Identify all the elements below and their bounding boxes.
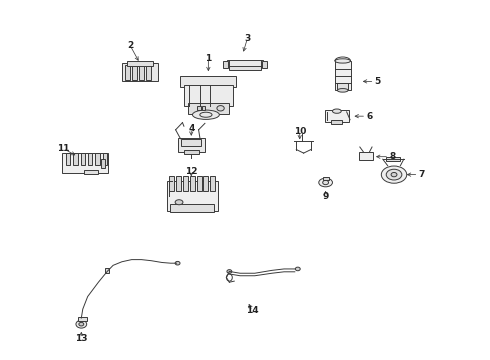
Text: 4: 4 <box>188 123 195 132</box>
Bar <box>323 177 329 180</box>
Bar <box>170 204 214 212</box>
Bar <box>88 153 92 165</box>
Text: 11: 11 <box>57 144 70 153</box>
Bar <box>227 59 263 67</box>
Bar <box>95 153 99 165</box>
Ellipse shape <box>193 110 220 120</box>
Text: 1: 1 <box>205 54 212 63</box>
Bar <box>331 120 342 124</box>
Ellipse shape <box>391 172 397 177</box>
Bar <box>386 157 400 161</box>
Text: 2: 2 <box>127 41 133 50</box>
Bar <box>80 153 85 165</box>
Bar <box>101 159 105 168</box>
Text: 8: 8 <box>389 152 395 161</box>
Bar <box>78 318 87 321</box>
Bar <box>132 65 137 80</box>
Text: 13: 13 <box>75 334 88 343</box>
Text: 6: 6 <box>366 112 372 121</box>
Bar <box>139 65 144 80</box>
Text: 5: 5 <box>374 77 381 86</box>
Ellipse shape <box>76 320 87 328</box>
Ellipse shape <box>319 178 332 187</box>
Bar <box>190 176 195 191</box>
Bar <box>176 176 181 191</box>
Bar <box>169 176 174 191</box>
Bar <box>167 181 218 211</box>
Bar <box>196 176 201 191</box>
Ellipse shape <box>295 267 300 271</box>
Bar <box>73 153 77 165</box>
Bar <box>66 153 71 165</box>
Ellipse shape <box>337 89 348 92</box>
Bar <box>122 63 158 81</box>
Ellipse shape <box>175 200 183 205</box>
Bar <box>178 138 205 152</box>
Ellipse shape <box>227 270 232 273</box>
Text: 3: 3 <box>245 34 250 43</box>
Ellipse shape <box>386 169 402 180</box>
Bar <box>325 111 348 122</box>
Bar <box>222 61 228 68</box>
Ellipse shape <box>335 59 350 63</box>
Bar <box>201 106 205 111</box>
Ellipse shape <box>381 166 407 183</box>
Bar <box>335 61 350 90</box>
Bar <box>210 176 215 191</box>
Bar <box>196 106 200 111</box>
Bar <box>84 170 98 174</box>
Bar <box>105 268 109 273</box>
Bar <box>125 65 130 80</box>
Bar <box>181 139 201 146</box>
Ellipse shape <box>175 261 180 265</box>
Bar <box>337 83 348 90</box>
Bar <box>62 153 108 173</box>
Bar <box>184 150 198 154</box>
Ellipse shape <box>79 322 84 326</box>
Text: 9: 9 <box>322 192 329 201</box>
Bar <box>184 85 233 107</box>
Bar <box>188 103 229 114</box>
Bar <box>102 153 107 165</box>
Ellipse shape <box>323 180 329 185</box>
Bar <box>146 65 151 80</box>
Bar <box>126 60 153 66</box>
Bar <box>229 66 261 69</box>
Text: 7: 7 <box>418 170 425 179</box>
Text: 12: 12 <box>185 167 197 176</box>
Text: 10: 10 <box>294 127 306 136</box>
Bar <box>359 152 373 159</box>
Bar <box>203 176 208 191</box>
Bar <box>180 76 237 87</box>
Bar <box>262 61 268 68</box>
Text: 14: 14 <box>246 306 259 315</box>
Ellipse shape <box>332 109 341 113</box>
Ellipse shape <box>217 105 224 111</box>
Bar <box>183 176 188 191</box>
